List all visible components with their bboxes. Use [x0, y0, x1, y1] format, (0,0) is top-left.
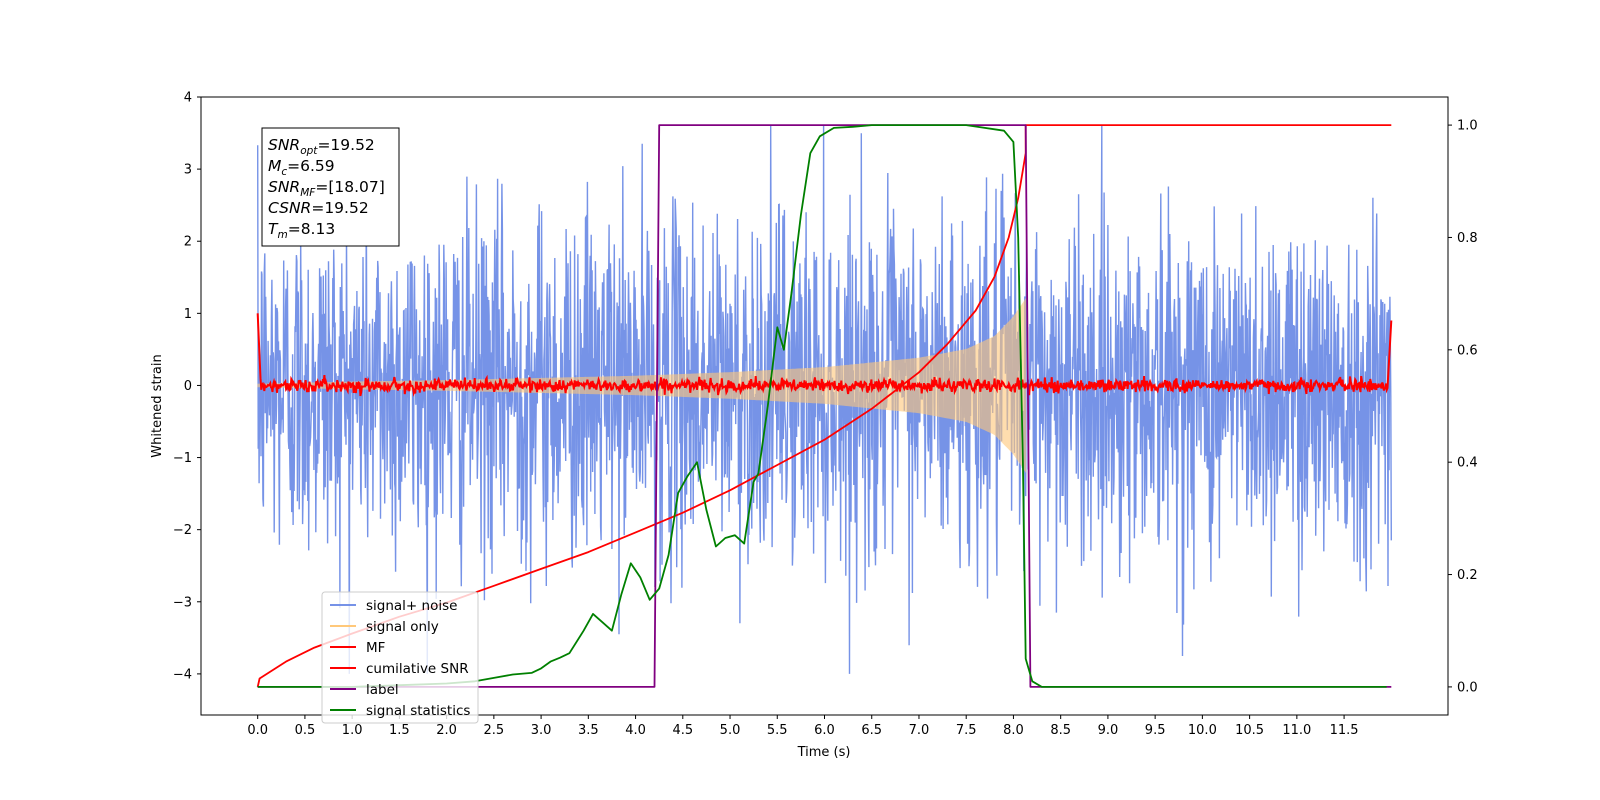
axes: 0.0 0.5 1.0 1.5 2.0 2.5 3.0 3.5 4.0 4.5 5.0 5.5 6.0 6…	[173, 91, 1478, 739]
y-tick-label: −2	[173, 523, 192, 538]
y-tick-label: −3	[173, 595, 192, 610]
x-tick-label: 4.5	[672, 723, 693, 738]
x-tick-label: 0.0	[247, 723, 268, 738]
x-tick-label: 6.5	[861, 723, 882, 738]
x-tick-label: 5.0	[720, 723, 741, 738]
legend-label: signal+ noise	[366, 598, 457, 614]
x-tick-label: 3.5	[578, 723, 599, 738]
y-right-tick-label: 0.4	[1457, 456, 1478, 471]
legend-frame	[321, 591, 479, 724]
y-tick-label: −4	[173, 667, 192, 682]
y-tick-label: 1	[184, 307, 192, 322]
annotation-line: Tm=8.13	[268, 220, 335, 241]
y-tick-label: 3	[184, 163, 192, 178]
y-right-tick-label: 0.8	[1457, 231, 1478, 246]
x-tick-label: 11.0	[1282, 723, 1311, 738]
annotation-line: SNRopt=19.52	[268, 136, 375, 157]
x-tick-label: 4.0	[625, 723, 646, 738]
y-right-tick-label: 1.0	[1457, 119, 1478, 134]
legend-label: signal statistics	[366, 703, 470, 719]
x-tick-label: 5.5	[767, 723, 788, 738]
x-tick-label: 7.5	[956, 723, 977, 738]
x-tick-label: 10.0	[1188, 723, 1217, 738]
y-tick-label: 4	[184, 91, 192, 106]
series-line	[257, 124, 1387, 688]
annotation-line: CSNR=19.52	[268, 199, 369, 217]
x-tick-label: 2.5	[484, 723, 505, 738]
legend-label: label	[366, 682, 399, 698]
series-line	[257, 125, 1393, 674]
legend: signal+ noise signal only MF cumilative SNR…	[321, 591, 479, 724]
annotation-frame	[261, 127, 400, 247]
x-tick-label: 8.0	[1003, 723, 1024, 738]
legend-label: signal only	[366, 619, 439, 635]
series-line	[256, 313, 1393, 397]
legend-label: cumilative SNR	[366, 661, 469, 677]
x-tick-label: 7.0	[909, 723, 930, 738]
x-tick-label: 0.5	[295, 723, 316, 738]
y-tick-label: −1	[173, 451, 192, 466]
y-axis-label: Whitened strain	[150, 354, 165, 457]
x-tick-label: 8.5	[1050, 723, 1071, 738]
annotation-box: SNRopt=19.52Mc=6.59SNRMF=[18.07]CSNR=19.…	[261, 127, 400, 247]
x-axis-label: Time (s)	[797, 745, 851, 760]
x-tick-label: 11.5	[1330, 723, 1359, 738]
x-tick-label: 3.0	[531, 723, 552, 738]
y-right-tick-label: 0.2	[1457, 568, 1478, 583]
y-right-tick-label: 0.6	[1457, 343, 1478, 358]
x-tick-label: 1.5	[389, 723, 410, 738]
x-tick-label: 9.5	[1145, 723, 1166, 738]
annotation-line: SNRMF=[18.07]	[268, 178, 385, 199]
y-tick-label: 2	[184, 235, 192, 250]
x-tick-label: 6.0	[814, 723, 835, 738]
y-tick-label: 0	[184, 379, 192, 394]
x-tick-label: 9.0	[1098, 723, 1119, 738]
annotation-line: Mc=6.59	[268, 157, 335, 178]
x-tick-label: 2.0	[436, 723, 457, 738]
x-tick-label: 10.5	[1235, 723, 1264, 738]
x-tick-label: 1.0	[342, 723, 363, 738]
legend-label: MF	[366, 640, 385, 656]
y-right-tick-label: 0.0	[1457, 680, 1478, 695]
